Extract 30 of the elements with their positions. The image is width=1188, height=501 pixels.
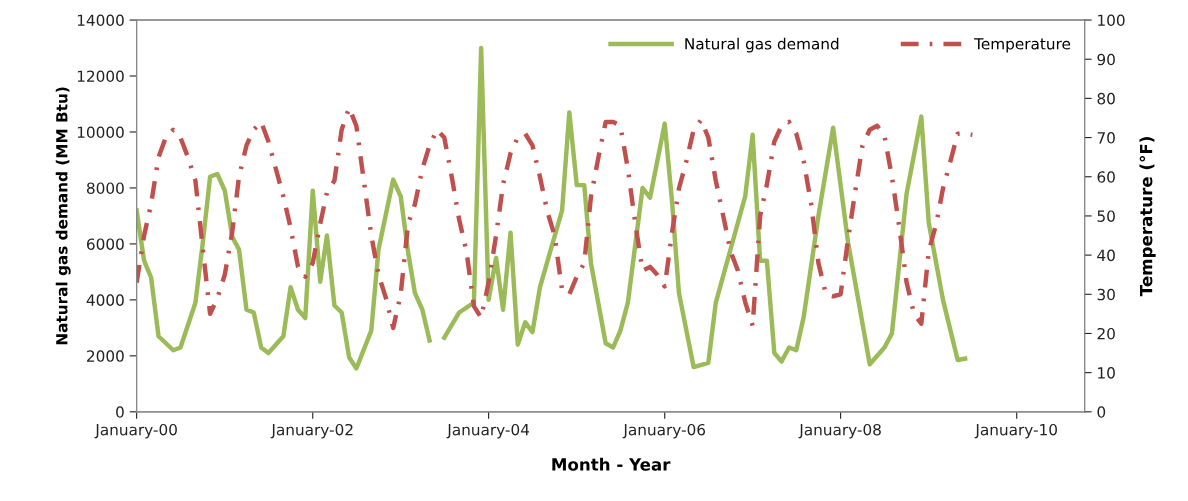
y2-tick-label: 40 [1097,249,1115,262]
y2-tick-label: 50 [1097,210,1115,222]
y-tick-label: 2000 [87,350,124,362]
y2-tick-label: 10 [1098,367,1115,379]
y2-tick-label: 90 [1097,53,1115,66]
y-tick-label: 0 [116,406,124,418]
legend-label: Temperature [974,38,1071,53]
y-tick-label: 14000 [77,14,124,27]
legend-label: Natural gas demand [685,37,839,53]
x-tick-label: January-08 [798,423,881,439]
y-tick-label: 8000 [86,182,124,194]
y-tick-label: 6000 [87,238,124,250]
y-tick-label: 10000 [77,126,124,138]
y2-tick-label: 100 [1098,14,1125,27]
y-tick-label: 12000 [77,70,124,83]
y2-tick-label: 70 [1097,132,1115,144]
y2-tick-label: 60 [1097,171,1115,183]
x-tick-label: January-02 [270,423,353,439]
y2-tick-label: 30 [1097,288,1115,301]
x-tick-label: January-06 [622,423,706,439]
x-tick-label: January-04 [446,423,530,439]
y2-axis-title: Temperature (°F) [1139,137,1156,297]
y-tick-label: 4000 [86,294,124,306]
y2-tick-label: 20 [1097,327,1115,340]
y2-tick-label: 80 [1097,92,1115,105]
x-tick-label: January-00 [94,423,177,439]
x-tick-label: January-10 [974,423,1057,439]
y2-tick-label: 0 [1097,406,1106,418]
y-axis-title: Natural gas demand (MM Btu) [55,87,71,345]
x-axis-title: Month - Year [552,457,671,471]
